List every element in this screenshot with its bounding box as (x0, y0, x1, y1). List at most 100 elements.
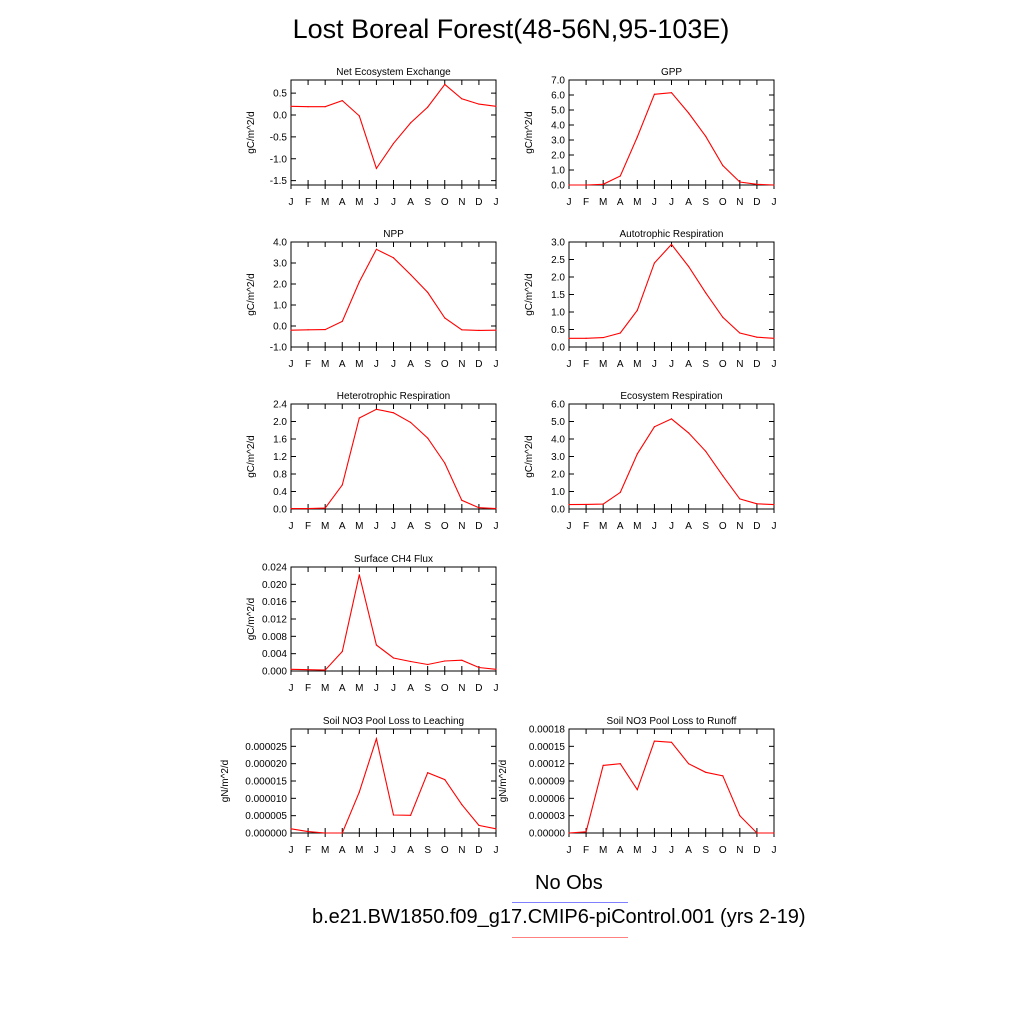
y-tick-label: 3.0 (273, 259, 287, 270)
x-tick-label: M (321, 845, 329, 856)
x-tick-label: D (475, 845, 482, 856)
x-tick-label: J (494, 197, 499, 208)
data-point (585, 184, 587, 186)
x-tick-label: M (599, 845, 607, 856)
plot-frame (290, 566, 497, 672)
y-tick-label: 2.0 (273, 417, 287, 428)
plot-frame (568, 403, 775, 510)
data-point (427, 772, 429, 774)
y-tick-label: 0.00003 (529, 811, 566, 822)
x-tick-label: O (441, 521, 449, 532)
data-point (495, 329, 497, 331)
x-tick-label: S (702, 359, 709, 370)
y-tick-label: 0.000 (262, 667, 287, 678)
y-tick-label: 1.0 (551, 487, 565, 498)
x-tick-label: J (289, 521, 294, 532)
data-point (341, 484, 343, 486)
data-point (619, 763, 621, 765)
data-point (602, 764, 604, 767)
x-tick-label: O (441, 683, 449, 694)
data-point (307, 831, 309, 833)
y-tick-label: 0.008 (262, 632, 287, 643)
x-tick-label: F (305, 197, 311, 208)
y-tick-label: 0.000020 (245, 759, 287, 770)
y-tick-label: 7.0 (551, 76, 565, 87)
x-tick-label: M (599, 521, 607, 532)
x-tick-label: O (441, 359, 449, 370)
x-tick-label: J (652, 845, 657, 856)
x-tick-label: J (669, 359, 674, 370)
x-tick-label: M (355, 359, 363, 370)
x-tick-label: J (567, 359, 572, 370)
x-tick-label: D (475, 521, 482, 532)
data-point (392, 657, 395, 659)
y-tick-label: 0.00000 (529, 829, 566, 840)
data-point (409, 273, 412, 276)
x-tick-label: M (633, 521, 641, 532)
x-tick-label: J (567, 845, 572, 856)
y-tick-label: 2.0 (551, 151, 565, 162)
y-tick-label: 3.0 (551, 452, 565, 463)
y-tick-label: 1.6 (273, 435, 287, 446)
y-axis-label: gC/m^2/d (524, 111, 535, 154)
x-tick-label: J (374, 683, 379, 694)
data-point (324, 507, 326, 509)
data-point (375, 738, 378, 740)
data-point (375, 167, 378, 169)
x-tick-label: S (424, 197, 431, 208)
x-tick-label: A (339, 359, 346, 370)
x-tick-label: M (633, 197, 641, 208)
data-point (636, 309, 638, 311)
x-tick-label: J (374, 359, 379, 370)
x-tick-label: N (458, 683, 465, 694)
x-tick-label: M (321, 359, 329, 370)
data-point (409, 660, 412, 663)
x-tick-label: J (374, 845, 379, 856)
data-point (495, 507, 497, 510)
series-line (290, 736, 497, 834)
x-tick-label: M (633, 845, 641, 856)
plot-frame (290, 403, 497, 510)
x-tick-label: O (441, 197, 449, 208)
y-tick-label: 0.00012 (529, 759, 566, 770)
x-tick-label: A (407, 359, 414, 370)
y-tick-label: 0.0 (551, 505, 565, 516)
data-point (653, 740, 656, 742)
data-point (636, 789, 638, 791)
x-tick-label: N (736, 197, 743, 208)
y-tick-label: 2.0 (551, 273, 565, 284)
data-point (722, 316, 724, 318)
x-tick-label: A (407, 683, 414, 694)
x-tick-label: M (355, 521, 363, 532)
data-point (478, 507, 480, 509)
plot-frame (568, 241, 775, 348)
x-tick-label: J (772, 521, 777, 532)
data-point (358, 574, 360, 576)
x-tick-label: J (374, 521, 379, 532)
data-point (341, 320, 343, 322)
data-point (341, 650, 343, 653)
y-axis-label: gC/m^2/d (524, 435, 535, 478)
x-tick-label: A (617, 845, 624, 856)
y-tick-label: 0.8 (273, 470, 287, 481)
x-tick-label: A (685, 197, 692, 208)
data-point (687, 432, 690, 434)
x-tick-label: M (355, 683, 363, 694)
data-point (602, 336, 604, 339)
x-tick-label: A (685, 359, 692, 370)
x-tick-label: F (583, 845, 589, 856)
data-point (409, 421, 412, 423)
x-tick-label: J (374, 197, 379, 208)
y-tick-label: 0.00015 (529, 742, 566, 753)
y-tick-label: 1.2 (273, 452, 287, 463)
data-point (427, 437, 429, 439)
data-point (290, 329, 292, 331)
x-tick-label: N (736, 845, 743, 856)
x-tick-label: F (305, 683, 311, 694)
y-tick-label: 0.5 (551, 325, 565, 336)
y-tick-label: 1.0 (551, 308, 565, 319)
y-tick-label: 0.004 (262, 649, 287, 660)
data-point (705, 771, 707, 773)
data-point (409, 814, 412, 816)
